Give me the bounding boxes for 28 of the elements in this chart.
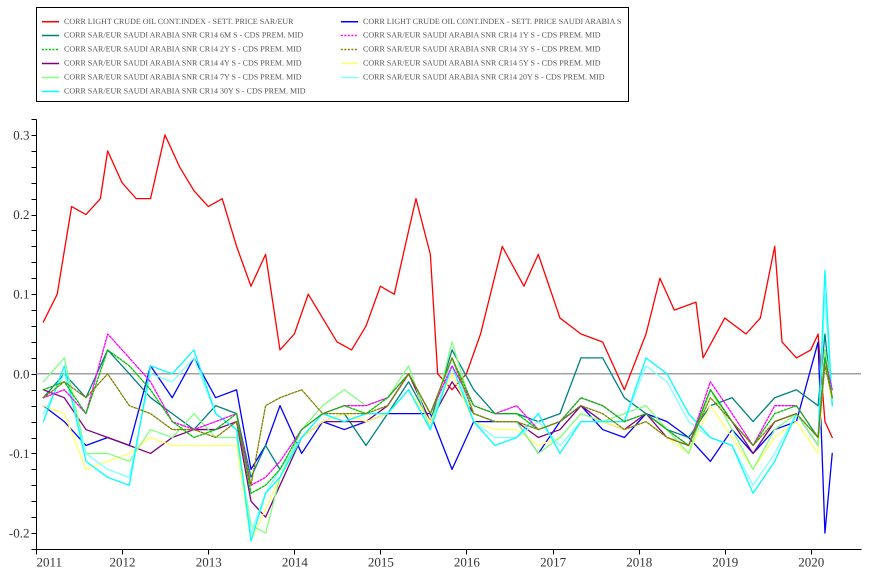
x-tick-label: 2013	[196, 554, 222, 570]
legend-label: CORR SAR/EUR SAUDI ARABIA SNR CR14 3Y S - CDS PREM. MID	[363, 44, 601, 54]
legend-label: CORR LIGHT CRUDE OIL CONT.INDEX - SETT. PRICE SAUDI ARABIA S	[363, 16, 622, 26]
y-tick-label: 0.3	[13, 127, 30, 142]
x-tick-label: 2018	[626, 554, 652, 570]
x-tick-label: 2012	[110, 554, 136, 570]
x-tick-label: 2020	[798, 554, 824, 570]
x-tick-label: 2019	[712, 554, 738, 570]
line-series	[42, 134, 833, 438]
x-tick-label: 2011	[36, 554, 62, 570]
x-tick-label: 2016	[454, 554, 480, 570]
legend-label: CORR SAR/EUR SAUDI ARABIA SNR CR14 1Y S - CDS PREM. MID	[363, 30, 601, 40]
y-tick-label: -0.1	[8, 446, 30, 461]
legend-label: CORR SAR/EUR SAUDI ARABIA SNR CR14 5Y S - CDS PREM. MID	[363, 58, 601, 68]
legend-label: CORR SAR/EUR SAUDI ARABIA SNR CR14 6M S - CDS PREM. MID	[64, 30, 304, 40]
legend-label: CORR SAR/EUR SAUDI ARABIA SNR CR14 2Y S - CDS PREM. MID	[64, 44, 302, 54]
y-tick-label: -0.2	[8, 526, 30, 541]
y-tick-label: 0.2	[13, 207, 30, 222]
x-tick-label: 2017	[540, 554, 567, 570]
legend-label: CORR SAR/EUR SAUDI ARABIA SNR CR14 4Y S - CDS PREM. MID	[64, 58, 302, 68]
x-tick-label: 2014	[282, 554, 308, 570]
x-tick-label: 2015	[368, 554, 394, 570]
y-tick-label: 0.0	[13, 366, 30, 382]
legend-label: CORR SAR/EUR SAUDI ARABIA SNR CR14 20Y S - CDS PREM. MID	[363, 72, 605, 82]
legend-label: CORR SAR/EUR SAUDI ARABIA SNR CR14 30Y S - CDS PREM. MID	[64, 86, 306, 96]
legend-label: CORR SAR/EUR SAUDI ARABIA SNR CR14 7Y S - CDS PREM. MID	[64, 72, 302, 82]
legend-label: CORR LIGHT CRUDE OIL CONT.INDEX - SETT. PRICE SAR/EUR	[64, 16, 294, 26]
y-tick-label: 0.1	[13, 286, 30, 302]
